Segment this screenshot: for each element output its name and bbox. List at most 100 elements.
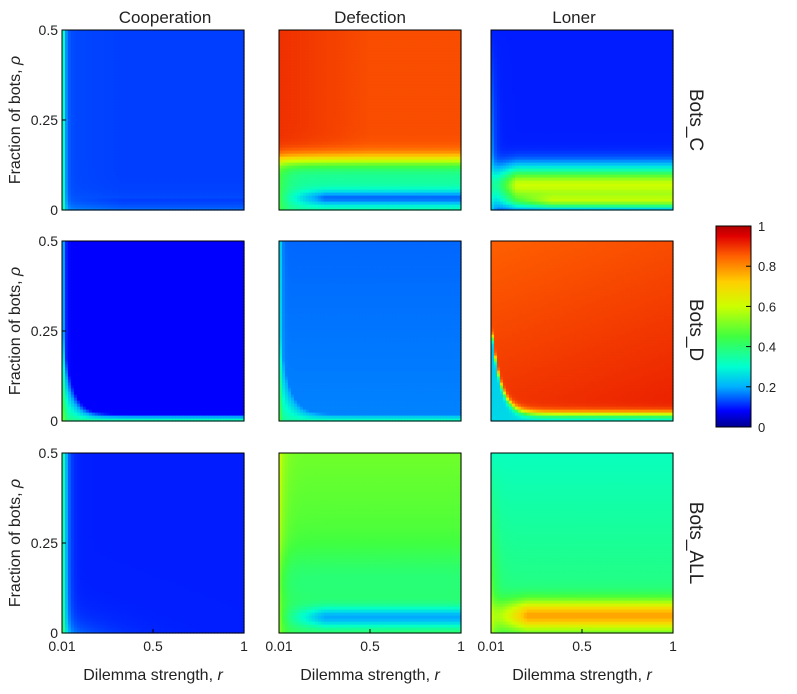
heatmap-cell bbox=[82, 132, 87, 136]
heatmap-cell bbox=[70, 84, 75, 88]
heatmap-cell bbox=[139, 156, 144, 160]
heatmap-cell bbox=[202, 141, 206, 145]
heatmap-cell bbox=[106, 81, 111, 85]
heatmap-cell bbox=[154, 117, 159, 121]
heatmap-cell bbox=[103, 180, 108, 184]
heatmap-cell bbox=[127, 78, 132, 82]
heatmap-cell bbox=[196, 201, 200, 205]
heatmap-cell bbox=[187, 198, 191, 202]
heatmap-cell bbox=[100, 108, 105, 112]
heatmap-cell bbox=[238, 195, 242, 199]
heatmap-cell bbox=[133, 141, 138, 145]
heatmap-cell bbox=[202, 105, 206, 109]
heatmap-cell bbox=[79, 183, 84, 187]
heatmap-cell bbox=[166, 72, 171, 76]
heatmap-cell bbox=[100, 207, 105, 211]
heatmap-cell bbox=[238, 150, 242, 154]
heatmap-cell bbox=[127, 99, 132, 103]
heatmap-cell bbox=[184, 75, 188, 79]
heatmap-cell bbox=[220, 192, 224, 196]
heatmap-cell bbox=[91, 192, 96, 196]
heatmap-cell bbox=[70, 81, 75, 85]
heatmap-cell bbox=[97, 108, 102, 112]
heatmap-cell bbox=[118, 81, 123, 85]
heatmap-cell bbox=[91, 84, 96, 88]
heatmap-cell bbox=[106, 72, 111, 76]
heatmap-cell bbox=[154, 114, 159, 118]
heatmap-cell bbox=[145, 195, 150, 199]
heatmap-cell bbox=[217, 204, 221, 208]
heatmap-cell bbox=[121, 120, 126, 124]
heatmap-cell bbox=[169, 126, 173, 130]
heatmap-cell bbox=[190, 177, 194, 181]
heatmap-cell bbox=[127, 189, 132, 193]
heatmap-cell bbox=[175, 150, 179, 154]
heatmap-cell bbox=[67, 141, 72, 145]
heatmap-cell bbox=[190, 192, 194, 196]
heatmap-cell bbox=[190, 189, 194, 193]
heatmap-cell bbox=[166, 192, 171, 196]
heatmap-cell bbox=[70, 123, 75, 127]
heatmap-cell bbox=[127, 120, 132, 124]
heatmap-cell bbox=[226, 201, 230, 205]
heatmap-cell bbox=[241, 102, 245, 106]
heatmap-cell bbox=[124, 78, 129, 82]
heatmap-cell bbox=[64, 72, 69, 76]
heatmap-cell bbox=[181, 102, 185, 106]
heatmap-cell bbox=[172, 99, 176, 103]
heatmap-cell bbox=[103, 81, 108, 85]
heatmap-cell bbox=[169, 180, 173, 184]
heatmap-cell bbox=[196, 159, 200, 163]
heatmap-cell bbox=[151, 120, 156, 124]
heatmap-cell bbox=[178, 102, 182, 106]
heatmap-cell bbox=[241, 129, 245, 133]
heatmap-cell bbox=[85, 153, 90, 157]
heatmap-cell bbox=[235, 177, 239, 181]
heatmap-cell bbox=[106, 174, 111, 178]
heatmap-cell bbox=[169, 192, 173, 196]
heatmap-cell bbox=[94, 72, 99, 76]
heatmap-cell bbox=[196, 132, 200, 136]
heatmap-cell bbox=[160, 90, 165, 94]
heatmap-cell bbox=[205, 120, 209, 124]
heatmap-cell bbox=[172, 204, 176, 208]
heatmap-cell bbox=[73, 105, 78, 109]
heatmap-cell bbox=[136, 171, 141, 175]
heatmap-cell bbox=[214, 99, 218, 103]
heatmap-cell bbox=[94, 192, 99, 196]
heatmap-cell bbox=[217, 87, 221, 91]
heatmap-cell bbox=[157, 147, 162, 151]
heatmap-cell bbox=[214, 165, 218, 169]
heatmap-cell bbox=[127, 135, 132, 139]
heatmap-cell bbox=[208, 192, 212, 196]
heatmap-cell bbox=[85, 99, 90, 103]
heatmap-cell bbox=[97, 90, 102, 94]
heatmap-cell bbox=[199, 99, 203, 103]
heatmap-cell bbox=[94, 135, 99, 139]
heatmap-cell bbox=[160, 147, 165, 151]
heatmap-cell bbox=[163, 108, 168, 112]
heatmap-cell bbox=[148, 159, 153, 163]
heatmap-cell bbox=[199, 114, 203, 118]
heatmap-cell bbox=[196, 150, 200, 154]
heatmap-cell bbox=[76, 123, 81, 127]
heatmap-cell bbox=[139, 165, 144, 169]
heatmap-cell bbox=[62, 177, 66, 181]
heatmap-cell bbox=[64, 81, 69, 85]
heatmap-cell bbox=[62, 108, 66, 112]
heatmap-cell bbox=[124, 189, 129, 193]
heatmap-cell bbox=[82, 90, 87, 94]
heatmap-cell bbox=[82, 189, 87, 193]
heatmap-cell bbox=[172, 192, 176, 196]
heatmap-cell bbox=[88, 177, 93, 181]
heatmap-cell bbox=[142, 99, 147, 103]
heatmap-cell bbox=[121, 165, 126, 169]
heatmap-cell bbox=[70, 108, 75, 112]
heatmap-cell bbox=[169, 129, 173, 133]
heatmap-cell bbox=[205, 75, 209, 79]
heatmap-cell bbox=[169, 93, 173, 97]
heatmap-cell bbox=[196, 72, 200, 76]
heatmap-cell bbox=[88, 144, 93, 148]
heatmap-cell bbox=[124, 93, 129, 97]
heatmap-cell bbox=[73, 192, 78, 196]
